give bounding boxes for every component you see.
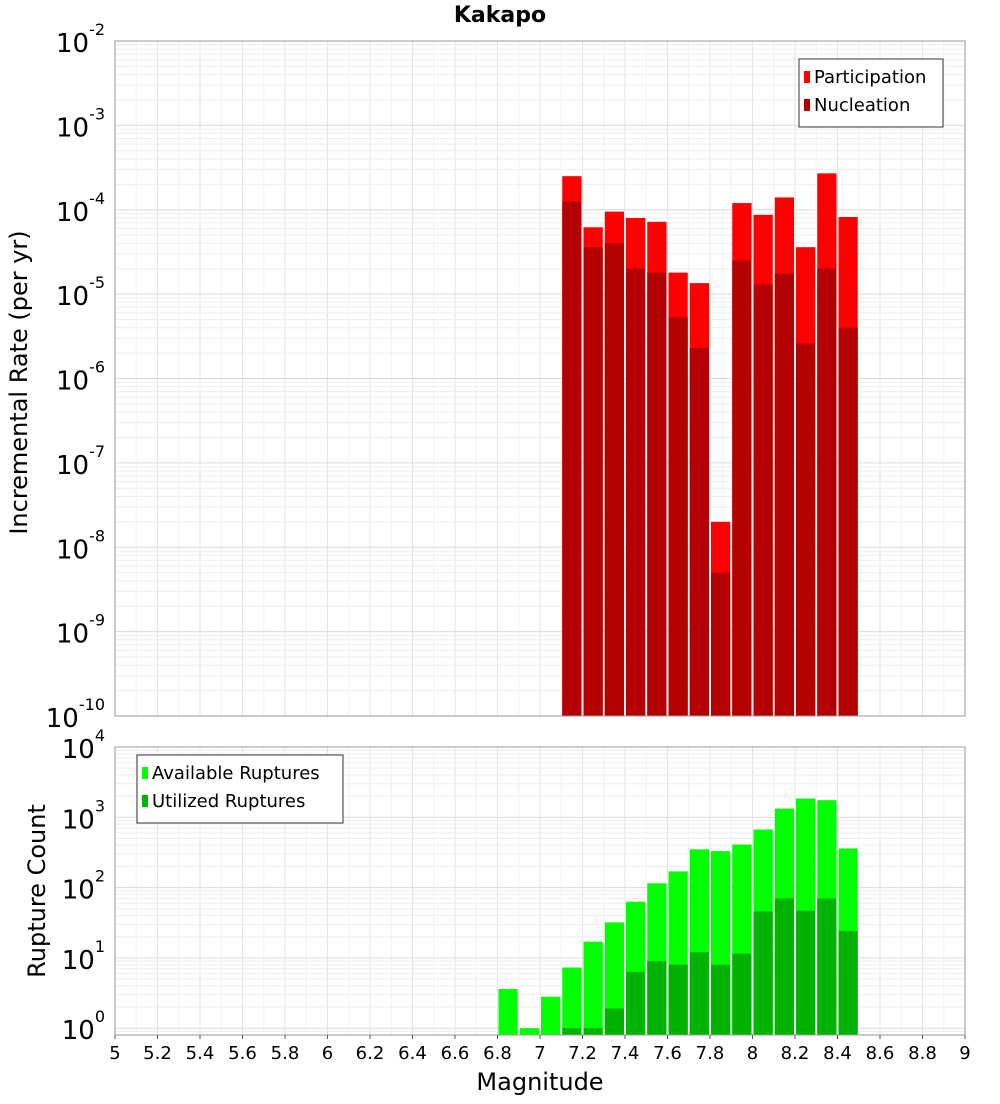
nucleation-bar xyxy=(732,260,752,716)
bottom-legend-swatch xyxy=(142,767,148,779)
utilized-ruptures-bar xyxy=(604,1008,624,1035)
top-y-tick-exponent: -8 xyxy=(89,526,105,545)
top-y-tick-label: 10-2 xyxy=(56,20,105,59)
available-ruptures-bar xyxy=(519,1028,539,1035)
x-tick-label: 5.4 xyxy=(186,1043,215,1064)
bottom-legend-box xyxy=(136,754,344,824)
available-ruptures-bar xyxy=(583,941,603,1035)
bottom-y-tick-exponent: 3 xyxy=(95,796,105,815)
utilized-ruptures-bar xyxy=(562,1028,582,1035)
x-tick-label: 7.6 xyxy=(653,1043,682,1064)
nucleation-bar xyxy=(753,284,773,716)
chart-title: Kakapo xyxy=(454,3,546,28)
top-y-tick-label: 10-8 xyxy=(56,526,105,565)
utilized-ruptures-bar xyxy=(647,961,667,1035)
x-tick-label: 8.4 xyxy=(823,1043,852,1064)
bottom-y-tick-label: 101 xyxy=(62,937,105,976)
bottom-y-tick-label: 102 xyxy=(62,867,105,906)
x-tick-label: 9 xyxy=(959,1043,970,1064)
bottom-legend-label: Available Ruptures xyxy=(152,763,320,784)
top-y-tick-exponent: -2 xyxy=(89,20,105,39)
x-tick-label: 8.2 xyxy=(781,1043,810,1064)
utilized-ruptures-bar xyxy=(711,964,731,1035)
top-y-tick-label: 10-5 xyxy=(56,273,105,312)
nucleation-bar xyxy=(838,327,858,716)
x-tick-label: 6.2 xyxy=(356,1043,385,1064)
nucleation-bar xyxy=(796,343,816,716)
top-legend-swatch xyxy=(804,99,810,111)
bottom-y-axis-label: Rupture Count xyxy=(23,804,51,978)
x-tick-label: 8.6 xyxy=(866,1043,895,1064)
available-ruptures-bar xyxy=(604,922,624,1035)
nucleation-bar xyxy=(583,247,603,716)
available-ruptures-bar xyxy=(562,967,582,1035)
utilized-ruptures-bar xyxy=(668,964,688,1035)
bottom-y-tick-label: 100 xyxy=(62,1007,105,1046)
nucleation-bar xyxy=(774,273,794,716)
nucleation-bar xyxy=(604,243,624,717)
top-legend-label: Nucleation xyxy=(814,95,910,116)
x-tick-label: 7.2 xyxy=(568,1043,597,1064)
bottom-y-tick-exponent: 2 xyxy=(95,867,105,886)
top-legend-box xyxy=(798,58,944,128)
bottom-y-tick-exponent: 1 xyxy=(95,937,105,956)
nucleation-bar xyxy=(647,272,667,716)
x-tick-label: 7.8 xyxy=(696,1043,725,1064)
top-legend-swatch xyxy=(804,71,810,83)
top-y-tick-exponent: -3 xyxy=(89,104,105,123)
top-plot-border xyxy=(114,40,966,717)
top-y-tick-label: 10-7 xyxy=(56,442,105,481)
bottom-legend-swatch xyxy=(142,795,148,807)
top-y-tick-exponent: -7 xyxy=(89,442,105,461)
x-tick-label: 6.8 xyxy=(483,1043,512,1064)
utilized-ruptures-bar xyxy=(838,931,858,1035)
utilized-ruptures-bar xyxy=(626,971,646,1035)
utilized-ruptures-bar xyxy=(753,911,773,1035)
top-y-tick-exponent: -10 xyxy=(79,695,105,714)
available-ruptures-bar xyxy=(498,989,518,1035)
x-tick-label: 7 xyxy=(534,1043,545,1064)
nucleation-bar xyxy=(817,268,837,716)
top-y-tick-label: 10-9 xyxy=(56,611,105,650)
top-y-tick-exponent: -4 xyxy=(89,189,105,208)
x-axis-label: Magnitude xyxy=(476,1068,603,1096)
x-tick-label: 5.6 xyxy=(228,1043,257,1064)
x-tick-label: 6.4 xyxy=(398,1043,427,1064)
utilized-ruptures-bar xyxy=(817,898,837,1035)
bottom-y-tick-label: 103 xyxy=(62,796,105,835)
top-y-tick-label: 10-3 xyxy=(56,104,105,143)
utilized-ruptures-bar xyxy=(774,898,794,1035)
utilized-ruptures-bar xyxy=(732,953,752,1035)
nucleation-bar xyxy=(668,317,688,716)
nucleation-bar xyxy=(689,347,709,716)
top-legend-label: Participation xyxy=(814,67,926,88)
bottom-y-tick-exponent: 0 xyxy=(95,1007,105,1026)
x-tick-label: 5.8 xyxy=(271,1043,300,1064)
bottom-y-tick-exponent: 4 xyxy=(95,726,105,745)
top-y-tick-exponent: -6 xyxy=(89,358,105,377)
x-tick-label: 5 xyxy=(109,1043,120,1064)
top-y-tick-label: 10-4 xyxy=(56,189,105,228)
bottom-legend-label: Utilized Ruptures xyxy=(152,791,305,812)
utilized-ruptures-bar xyxy=(583,1028,603,1035)
x-tick-label: 6 xyxy=(322,1043,333,1064)
nucleation-bar xyxy=(711,572,731,716)
utilized-ruptures-bar xyxy=(796,910,816,1035)
x-tick-label: 5.2 xyxy=(143,1043,172,1064)
top-y-tick-exponent: -9 xyxy=(89,611,105,630)
available-ruptures-bar xyxy=(541,996,561,1035)
x-tick-label: 7.4 xyxy=(611,1043,640,1064)
nucleation-bar xyxy=(562,201,582,716)
top-y-tick-label: 10-6 xyxy=(56,358,105,397)
nucleation-bar xyxy=(626,268,646,716)
x-tick-label: 8 xyxy=(747,1043,758,1064)
top-y-axis-label: Incremental Rate (per yr) xyxy=(5,230,33,534)
x-tick-label: 6.6 xyxy=(441,1043,470,1064)
utilized-ruptures-bar xyxy=(689,952,709,1035)
x-tick-label: 8.8 xyxy=(908,1043,937,1064)
top-y-tick-exponent: -5 xyxy=(89,273,105,292)
